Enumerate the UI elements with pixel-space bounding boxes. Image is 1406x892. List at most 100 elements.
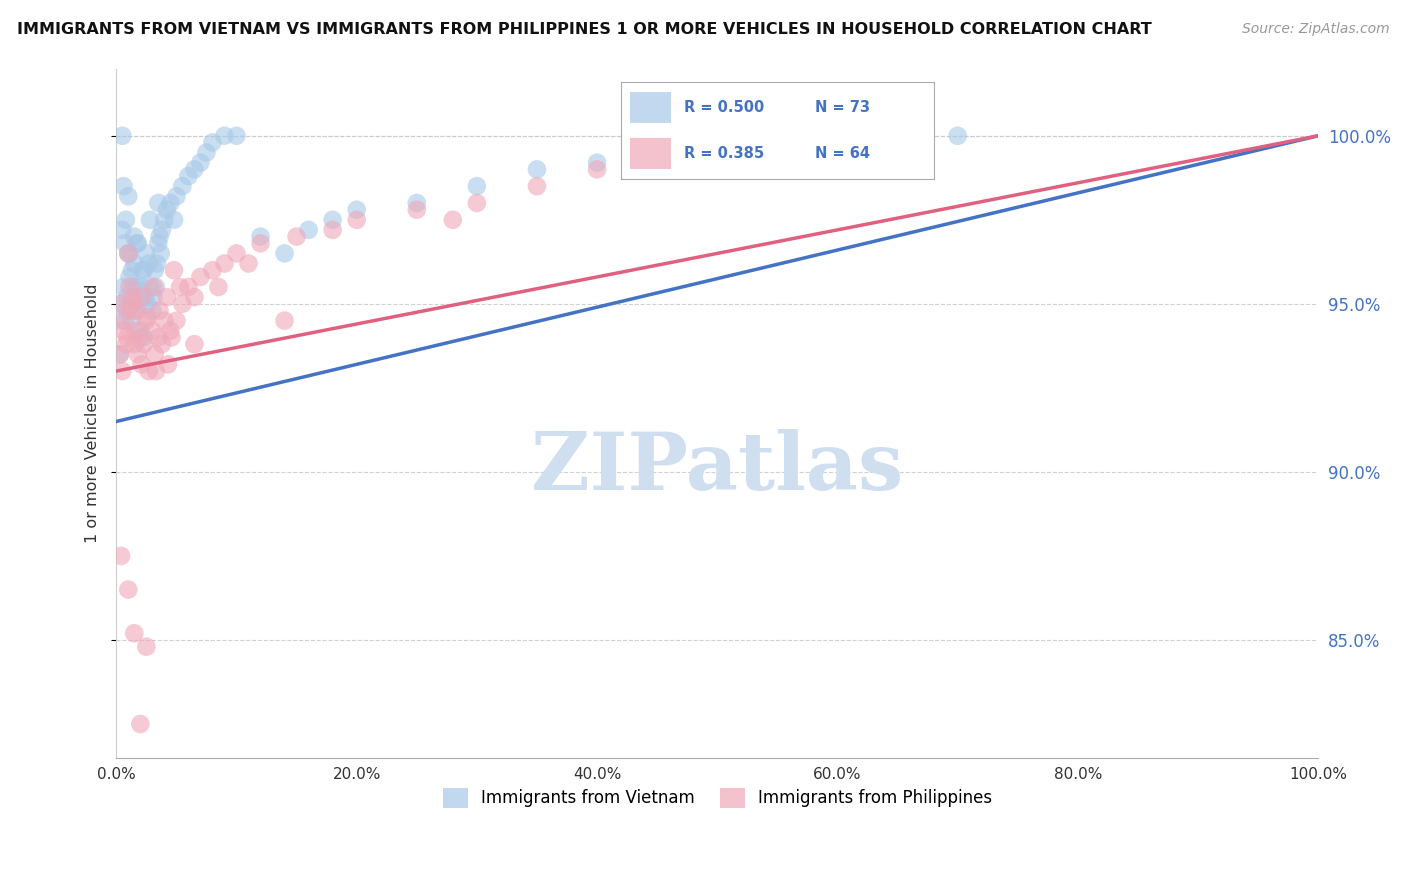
Point (190, 155, 212, 169)
Point (135, 313, 157, 327)
Point (156, 202, 179, 217)
Point (165, 189, 187, 203)
Point (108, 347, 131, 361)
Point (118, 246, 141, 260)
Point (159, 196, 181, 211)
Point (150, 337, 173, 351)
Point (136, 297, 159, 311)
Point (322, 212, 344, 227)
Point (165, 313, 187, 327)
Point (225, 128, 247, 143)
Point (124, 303, 146, 318)
Point (111, 364, 134, 378)
Point (115, 330, 138, 344)
Point (143, 347, 166, 361)
Point (172, 179, 194, 194)
Point (169, 280, 191, 294)
Y-axis label: 1 or more Vehicles in Household: 1 or more Vehicles in Household (86, 284, 100, 543)
Point (117, 582, 139, 597)
Point (148, 330, 170, 344)
Point (177, 280, 200, 294)
Point (138, 364, 160, 378)
Point (129, 717, 152, 731)
Point (214, 128, 236, 143)
Point (526, 162, 548, 177)
Point (110, 549, 132, 563)
Point (160, 330, 183, 344)
Point (114, 236, 136, 251)
Point (115, 303, 138, 318)
Point (156, 290, 179, 304)
Point (225, 246, 247, 260)
Point (149, 246, 172, 260)
Point (110, 313, 132, 327)
Point (273, 313, 295, 327)
Point (163, 263, 186, 277)
Point (138, 256, 160, 270)
Point (142, 290, 165, 304)
Point (135, 246, 157, 260)
Point (117, 246, 139, 260)
Point (124, 229, 146, 244)
Legend: Immigrants from Vietnam, Immigrants from Philippines: Immigrants from Vietnam, Immigrants from… (436, 781, 998, 814)
Point (134, 290, 156, 304)
Point (148, 229, 170, 244)
Point (112, 324, 135, 338)
Point (110, 297, 132, 311)
Point (122, 297, 145, 311)
Point (465, 179, 488, 194)
Point (131, 357, 153, 371)
Point (122, 280, 145, 294)
Point (146, 256, 169, 270)
Point (143, 263, 166, 277)
Point (586, 155, 609, 169)
Point (163, 212, 186, 227)
Point (117, 246, 139, 260)
Point (156, 357, 179, 371)
Point (121, 263, 143, 277)
Point (117, 189, 139, 203)
Point (141, 303, 163, 318)
Point (285, 229, 308, 244)
Point (249, 229, 271, 244)
Point (148, 196, 170, 211)
Point (112, 179, 135, 194)
Point (129, 290, 152, 304)
Point (125, 303, 148, 318)
Point (148, 236, 170, 251)
Point (183, 162, 205, 177)
Point (159, 324, 181, 338)
Point (405, 196, 427, 211)
Point (124, 256, 146, 270)
Point (141, 324, 163, 338)
Point (177, 169, 200, 183)
Point (132, 330, 155, 344)
Point (135, 640, 157, 654)
Point (120, 303, 142, 318)
Point (111, 223, 134, 237)
Point (214, 256, 236, 270)
Point (142, 280, 165, 294)
Point (124, 324, 146, 338)
Point (153, 212, 176, 227)
Point (827, 136, 849, 150)
Point (120, 313, 142, 327)
Point (201, 136, 224, 150)
Point (238, 256, 260, 270)
Point (108, 347, 131, 361)
Point (132, 263, 155, 277)
Point (886, 128, 908, 143)
Text: IMMIGRANTS FROM VIETNAM VS IMMIGRANTS FROM PHILIPPINES 1 OR MORE VEHICLES IN HOU: IMMIGRANTS FROM VIETNAM VS IMMIGRANTS FR… (17, 22, 1152, 37)
Point (124, 337, 146, 351)
Point (127, 347, 149, 361)
Point (115, 212, 138, 227)
Point (145, 280, 167, 294)
Point (112, 280, 135, 294)
Point (183, 337, 205, 351)
Point (121, 297, 143, 311)
Point (297, 223, 319, 237)
Point (441, 212, 464, 227)
Point (115, 337, 138, 351)
Point (129, 330, 152, 344)
Point (132, 263, 155, 277)
